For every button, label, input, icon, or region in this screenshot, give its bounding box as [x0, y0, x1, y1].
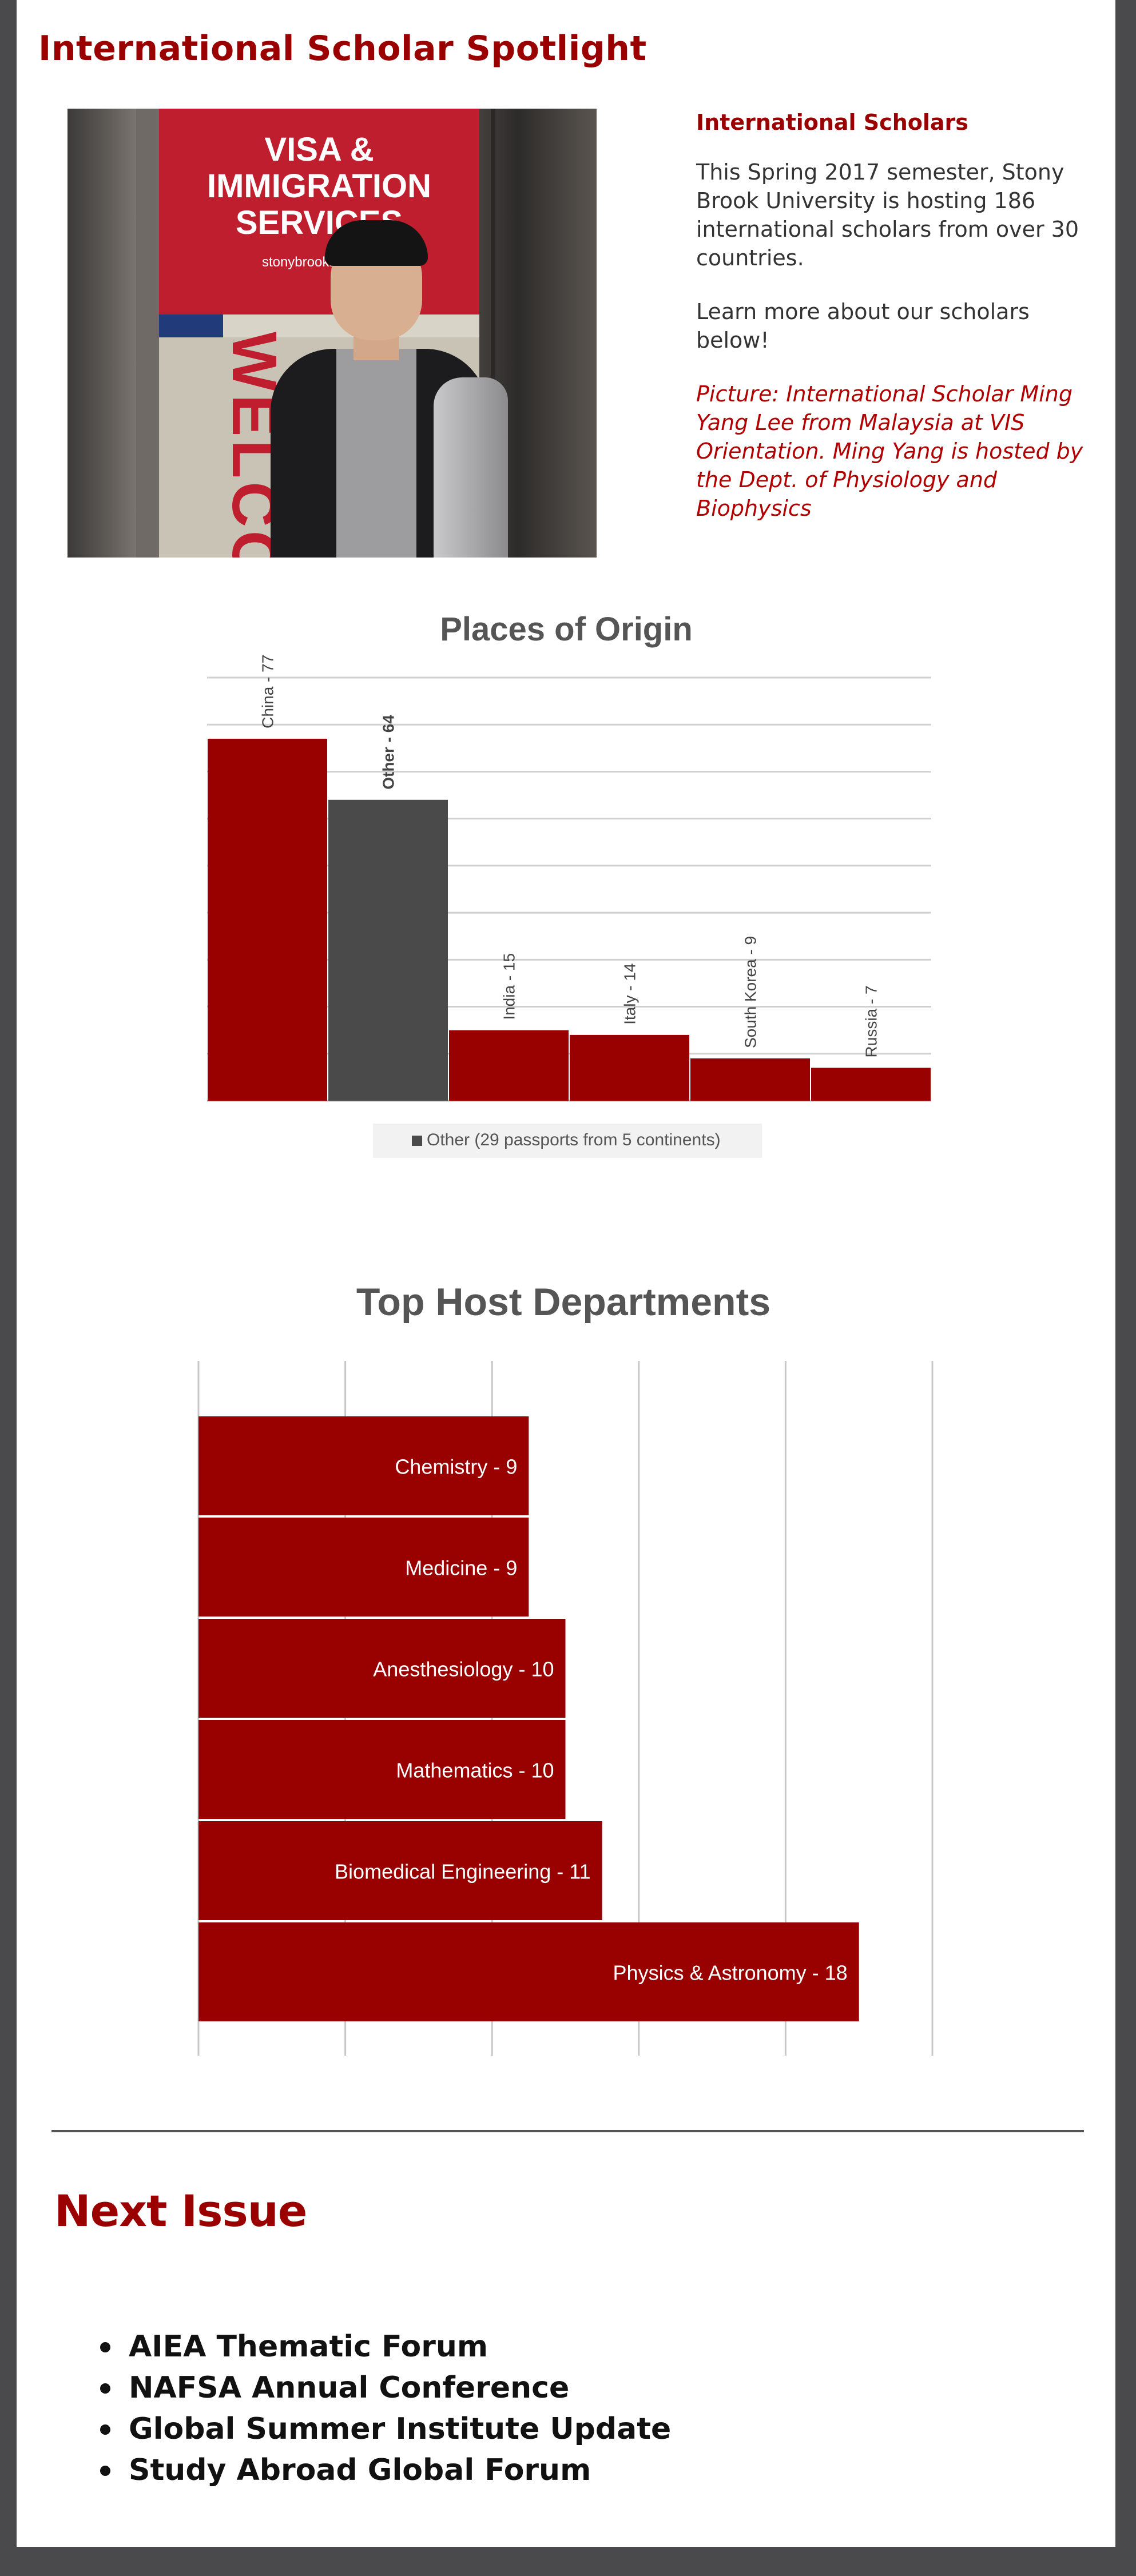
- scholars-sidebar: International Scholars This Spring 2017 …: [696, 109, 1091, 523]
- photo-caption: Picture: International Scholar Ming Yang…: [696, 381, 1083, 521]
- top-host-departments-chart: Top Host Departments Chemistry - 9 Medici…: [183, 1261, 944, 2073]
- bar: [198, 1922, 859, 2021]
- data-label: Biomedical Engineering - 11: [335, 1860, 591, 1884]
- photo-banner: VISA & IMMIGRATION SERVICES stonybrook.e…: [159, 109, 479, 558]
- legend-swatch: [412, 1136, 422, 1146]
- bar: [570, 1034, 689, 1101]
- photo-banner-top: [159, 109, 479, 314]
- bullet-icon: [100, 2466, 110, 2476]
- data-label: Russia - 7: [863, 985, 880, 1057]
- banner-line-3: SERVICES: [235, 204, 403, 241]
- data-label: Chemistry - 9: [395, 1455, 517, 1479]
- bar: [198, 1619, 566, 1718]
- person-sleeve: [434, 377, 508, 558]
- section-divider: [51, 2130, 1084, 2132]
- next-issue-item: Study Abroad Global Forum: [100, 2450, 671, 2491]
- bar: [449, 1030, 569, 1101]
- bar: [208, 738, 327, 1101]
- section-title: International Scholar Spotlight: [38, 29, 647, 69]
- data-label: Anesthesiology - 10: [373, 1658, 554, 1681]
- top-host-departments-svg: Top Host Departments Chemistry - 9 Medici…: [197, 1280, 934, 2056]
- chart-data-labels: China - 77 Other - 64 India - 15 Italy - 14…: [259, 655, 880, 1058]
- photo-banner-text: VISA & IMMIGRATION SERVICES: [159, 132, 479, 241]
- bar: [198, 1518, 529, 1617]
- data-label: Italy - 14: [621, 963, 639, 1024]
- person-hair: [325, 220, 428, 266]
- next-issue-item-label: Global Summer Institute Update: [129, 2412, 672, 2446]
- banner-url: stonybrook.edu/vis: [261, 254, 377, 270]
- bullet-icon: [100, 2424, 110, 2435]
- data-label: Mathematics - 10: [396, 1759, 554, 1782]
- chart-data-labels: Chemistry - 9 Medicine - 9 Anesthesiology …: [335, 1455, 848, 1985]
- sidebar-heading: International Scholars: [696, 110, 968, 135]
- chart-bars: [198, 1416, 859, 2021]
- banner-line-2: IMMIGRATION: [207, 168, 431, 205]
- chart-title: Places of Origin: [440, 611, 693, 648]
- data-label: Other - 64: [380, 715, 398, 790]
- chart-bars: [208, 738, 931, 1101]
- next-issue-item-label: AIEA Thematic Forum: [129, 2330, 488, 2364]
- places-of-origin-svg: Places of Origin China - 77 Other - 64 Ind…: [207, 611, 931, 1158]
- scholar-photo: VISA & IMMIGRATION SERVICES stonybrook.e…: [67, 109, 597, 558]
- bar: [198, 1416, 529, 1515]
- data-label: Physics & Astronomy - 18: [613, 1961, 848, 1985]
- next-issue-item-label: NAFSA Annual Conference: [129, 2371, 570, 2405]
- next-issue-item: NAFSA Annual Conference: [100, 2367, 671, 2408]
- photo-door-frame: [491, 109, 495, 558]
- photo-wall-left: [67, 109, 136, 558]
- chart-title: Top Host Departments: [356, 1280, 770, 1324]
- next-issue-item: AIEA Thematic Forum: [100, 2326, 671, 2367]
- banner-flag-strip: [159, 314, 479, 337]
- next-issue-list: AIEA Thematic Forum NAFSA Annual Confere…: [100, 2326, 671, 2491]
- bar: [811, 1068, 931, 1101]
- bullet-icon: [100, 2383, 110, 2394]
- next-issue-title: Next Issue: [54, 2185, 307, 2236]
- person-shirt: [336, 349, 416, 558]
- bar: [198, 1821, 602, 1920]
- bullet-icon: [100, 2342, 110, 2352]
- data-label: China - 77: [259, 655, 277, 728]
- sidebar-paragraph-1: This Spring 2017 semester, Stony Brook U…: [696, 160, 1079, 270]
- chart-gridlines: [207, 676, 931, 1102]
- legend-box: [373, 1124, 762, 1158]
- legend-entry: Other (29 passports from 5 continents): [427, 1130, 721, 1149]
- data-label: South Korea - 9: [742, 936, 760, 1048]
- data-label: India - 15: [501, 953, 518, 1020]
- places-of-origin-chart: Places of Origin China - 77 Other - 64 Ind…: [189, 598, 944, 1166]
- bar: [328, 799, 448, 1101]
- next-issue-item-label: Study Abroad Global Forum: [129, 2453, 591, 2487]
- bar: [690, 1058, 810, 1101]
- data-label: Medicine - 9: [405, 1556, 517, 1580]
- next-issue-item: Global Summer Institute Update: [100, 2408, 671, 2450]
- bar: [198, 1720, 566, 1819]
- banner-line-1: VISA &: [264, 131, 374, 168]
- sidebar-paragraph-2: Learn more about our scholars below!: [696, 299, 1030, 353]
